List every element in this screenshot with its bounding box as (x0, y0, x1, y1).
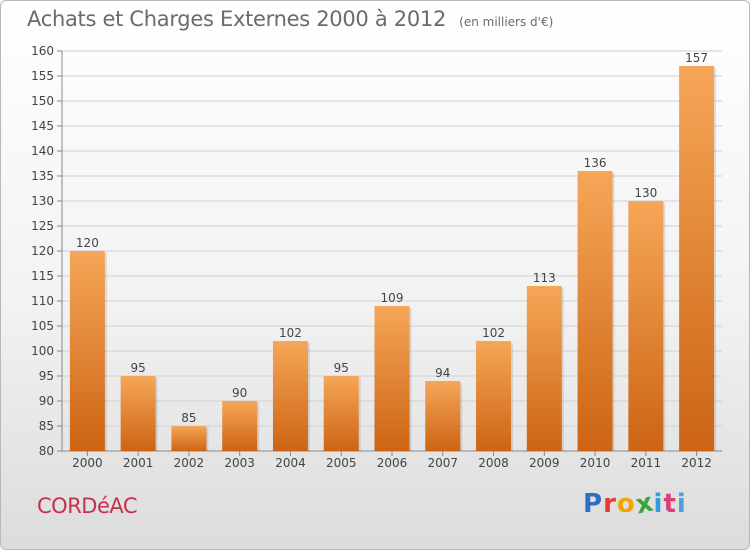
y-tick-label: 100 (31, 344, 54, 358)
commune-name: CORDéAC (37, 494, 138, 518)
logo-letter: o (616, 489, 636, 519)
y-tick-label: 155 (31, 69, 54, 83)
x-tick-label: 2004 (275, 456, 306, 470)
chart-subtitle: (en milliers d'€) (459, 15, 554, 29)
bar-value-label: 102 (279, 326, 302, 340)
bar (323, 376, 359, 451)
bar-value-label: 120 (76, 236, 99, 250)
bar (577, 171, 613, 451)
bar (476, 341, 512, 451)
chart-title: Achats et Charges Externes 2000 à 2012 (27, 7, 447, 31)
bar (69, 251, 105, 451)
bar (526, 286, 562, 451)
y-tick-label: 130 (31, 194, 54, 208)
bar (374, 306, 410, 451)
y-tick-label: 90 (39, 394, 54, 408)
bar (222, 401, 258, 451)
x-tick-label: 2001 (123, 456, 154, 470)
bar (628, 201, 664, 451)
y-tick-label: 140 (31, 144, 54, 158)
y-tick-label: 95 (39, 369, 54, 383)
x-tick-label: 2009 (529, 456, 560, 470)
x-tick-label: 2012 (681, 456, 712, 470)
y-tick-label: 80 (39, 444, 54, 458)
bar (120, 376, 156, 451)
x-tick-label: 2010 (580, 456, 611, 470)
bar-value-label: 130 (634, 186, 657, 200)
bar (425, 381, 461, 451)
y-tick-label: 85 (39, 419, 54, 433)
y-tick-label: 110 (31, 294, 54, 308)
bar (171, 426, 207, 451)
y-tick-label: 135 (31, 169, 54, 183)
bar-value-label: 94 (435, 366, 450, 380)
logo-letter: i (653, 489, 664, 519)
x-tick-label: 2000 (72, 456, 103, 470)
y-tick-label: 115 (31, 269, 54, 283)
logo-letter: r (603, 489, 617, 519)
logo-letter: t (663, 489, 677, 519)
x-tick-label: 2006 (377, 456, 408, 470)
y-tick-label: 150 (31, 94, 54, 108)
bar-value-label: 113 (533, 271, 556, 285)
y-tick-label: 105 (31, 319, 54, 333)
bar-value-label: 109 (381, 291, 404, 305)
y-tick-label: 145 (31, 119, 54, 133)
x-tick-label: 2005 (326, 456, 357, 470)
bar-value-label: 90 (232, 386, 247, 400)
y-tick-label: 125 (31, 219, 54, 233)
logo-letter: P (583, 489, 604, 519)
x-tick-label: 2008 (478, 456, 509, 470)
x-tick-label: 2011 (631, 456, 662, 470)
y-tick-label: 120 (31, 244, 54, 258)
bar (272, 341, 308, 451)
bar-value-label: 136 (584, 156, 607, 170)
bar (679, 66, 715, 451)
bar-value-label: 157 (685, 51, 708, 65)
x-tick-label: 2002 (174, 456, 205, 470)
bar-value-label: 95 (334, 361, 349, 375)
x-tick-label: 2007 (427, 456, 458, 470)
chart-header: Achats et Charges Externes 2000 à 2012 (… (27, 7, 553, 31)
y-tick-label: 160 (31, 44, 54, 58)
x-tick-label: 2003 (224, 456, 255, 470)
bar-value-label: 102 (482, 326, 505, 340)
logo-letter: i (676, 489, 687, 519)
proxiti-logo: Proxiti (583, 487, 687, 520)
bar-value-label: 95 (131, 361, 146, 375)
bar-value-label: 85 (181, 411, 196, 425)
